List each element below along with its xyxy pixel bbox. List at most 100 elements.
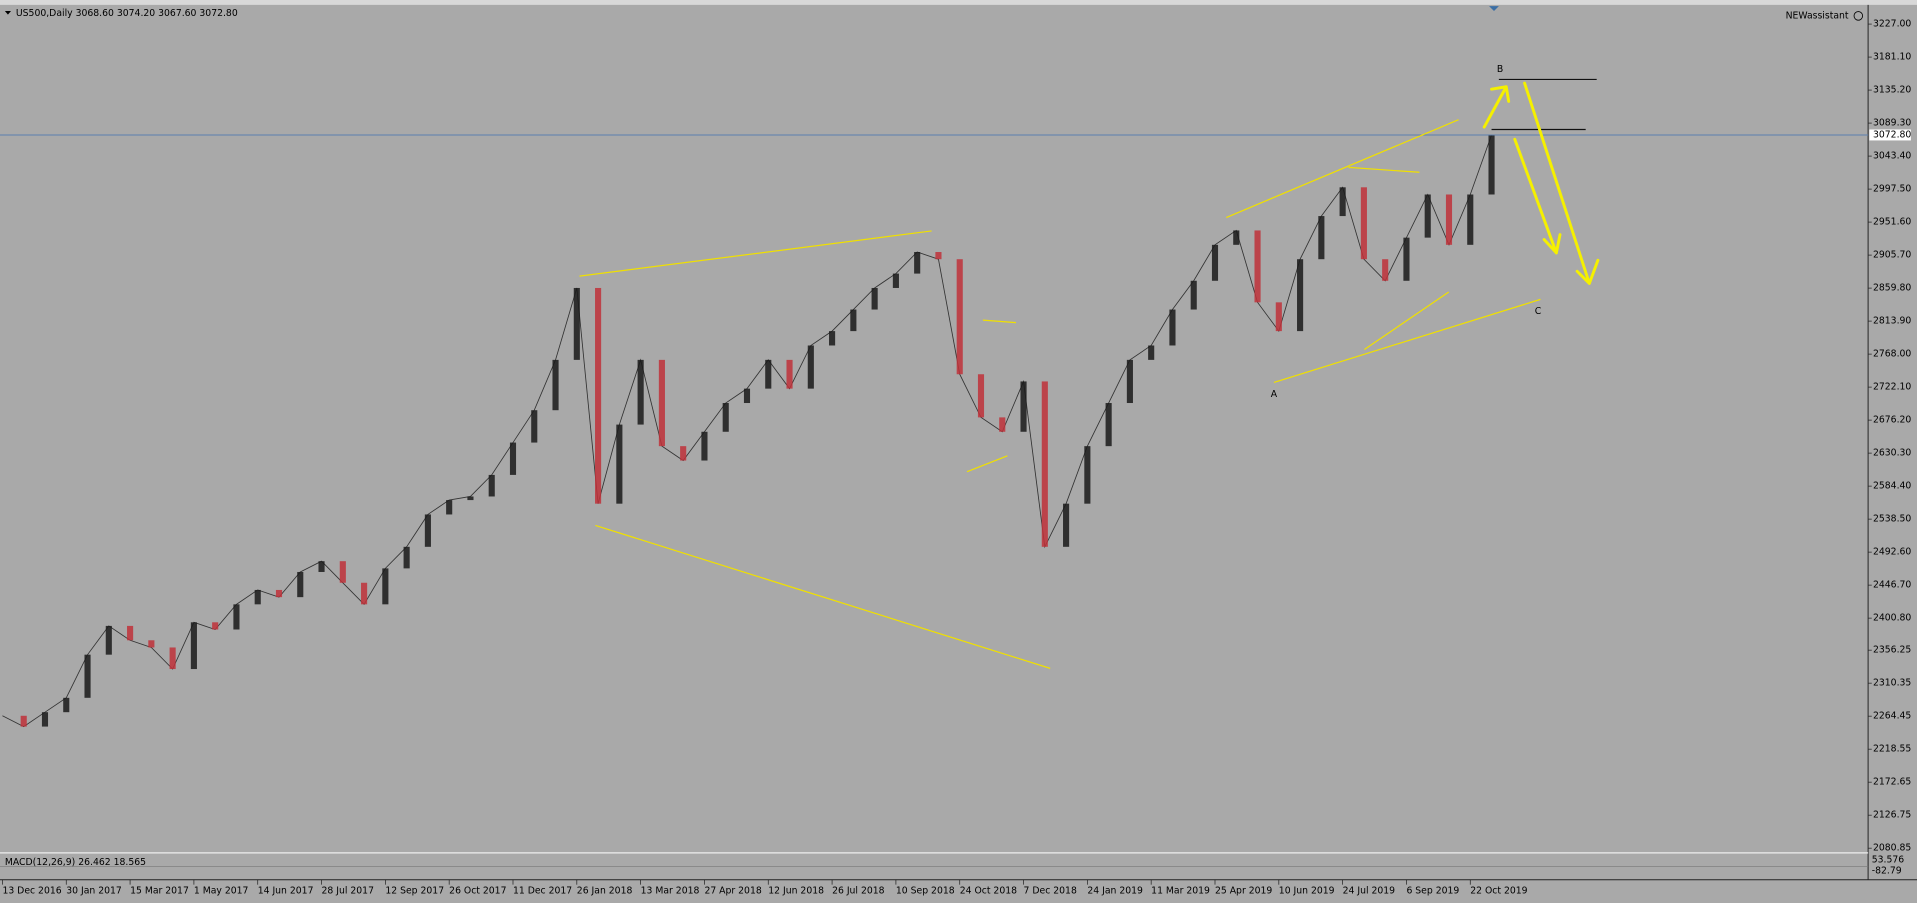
candle-body [977,374,985,418]
candle-body [254,589,261,605]
candle-body [1275,302,1282,332]
candle-body [1254,230,1261,303]
x-tick-label: 13 Mar 2018 [641,885,700,896]
candle-body [190,622,197,670]
candle-body [807,345,814,389]
y-tick-label: 2813.90 [1873,316,1911,327]
y-tick-label: 2218.55 [1873,744,1911,755]
candle-body [829,331,836,346]
indicator-label: MACD(12,26,9) 26.462 18.565 [5,857,146,868]
candle-body [743,388,751,404]
candle-body [1424,194,1431,238]
y-tick-label: 3227.00 [1873,19,1911,30]
x-tick-label: 27 Apr 2018 [704,885,761,896]
candle-body [127,625,134,641]
x-tick-label: 7 Dec 2018 [1024,885,1077,896]
y-tick-label: 3043.40 [1873,151,1911,162]
candle-body [509,442,517,475]
candle-body [233,604,240,630]
candle-body [935,252,942,260]
candle-body [318,561,325,572]
candle-body [63,697,70,713]
x-tick-label: 11 Mar 2019 [1151,885,1210,896]
candle-body [552,359,559,411]
y-tick-label: 2310.35 [1873,678,1911,689]
candle-body [467,496,474,501]
last-price-label: 3072.80 [1873,129,1911,140]
wave-label: A [1271,389,1278,400]
candle-body [212,622,219,630]
candle-body [1084,446,1091,504]
candle-body [892,273,899,288]
candle-body [41,712,49,727]
candle-body [1211,244,1219,281]
assistant-label: NEWassistant [1786,10,1849,21]
x-tick-label: 14 Jun 2017 [258,885,314,896]
x-tick-label: 12 Jun 2018 [768,885,824,896]
candle-body [84,654,91,698]
trend-line [595,524,1051,669]
trend-line [1226,119,1459,219]
candle-body [403,546,410,569]
candle-body [446,500,453,515]
x-tick-label: 6 Sep 2019 [1406,885,1459,896]
shift-marker [1489,6,1499,11]
y-tick-label: 2400.80 [1873,613,1911,624]
candle-body [871,287,878,310]
candle-body [999,417,1006,432]
trend-line [579,230,932,277]
trend-line [982,319,1017,324]
symbol-header: US500,Daily 3068.60 3074.20 3067.60 3072… [16,8,238,19]
trend-lines: B A C [579,64,1600,669]
x-tick-label: 30 Jan 2017 [66,885,122,896]
y-tick-label: 2492.60 [1873,547,1911,558]
candle-body [1190,280,1197,310]
y-tick-label: 2264.45 [1873,711,1911,722]
assistant-icon[interactable] [1853,11,1864,21]
candle-body [1445,194,1453,245]
candle-body [1126,359,1133,404]
arrow [1482,85,1511,129]
candle-body [1382,259,1389,281]
y-tick-label: 3181.10 [1873,52,1911,63]
y-tick-label: 3089.30 [1873,118,1911,129]
y-tick-label: 2905.70 [1873,250,1911,261]
candle-body [1148,345,1155,360]
candle-body [1169,309,1176,346]
y-tick-label: 2172.65 [1873,777,1911,788]
x-tick-label: 22 Oct 2019 [1470,885,1527,896]
wave-label: C [1535,306,1541,317]
y-tick-label: 2722.10 [1873,382,1911,393]
candle-body [148,640,155,648]
candle-body [1403,237,1410,281]
candle-body [531,410,538,443]
indicator-axis-label: 53.576 [1872,855,1905,866]
x-tick-label: 25 Apr 2019 [1215,885,1272,896]
trend-line [966,455,1008,473]
x-tick-label: 10 Jun 2019 [1279,885,1335,896]
trend-line [1273,298,1541,384]
candle-body [1063,503,1070,547]
x-tick-label: 15 Mar 2017 [130,885,189,896]
price-series [2,134,1495,728]
y-tick-label: 3135.20 [1873,85,1911,96]
x-tick-label: 1 May 2017 [194,885,249,896]
candle-body [105,625,112,655]
x-tick-label: 24 Oct 2018 [960,885,1017,896]
y-tick-label: 2446.70 [1873,580,1911,591]
candle-body [680,446,687,461]
candle-body [595,287,602,504]
candle-body [361,582,368,605]
candle-body [722,403,729,432]
candle-body [850,309,857,332]
y-tick-label: 2080.85 [1873,843,1911,854]
y-tick-label: 2584.40 [1873,481,1911,492]
trend-line [1348,166,1420,173]
menu-triangle[interactable] [4,10,12,15]
candle-body [1339,187,1346,217]
candle-body [956,259,963,375]
candle-body [382,568,389,605]
